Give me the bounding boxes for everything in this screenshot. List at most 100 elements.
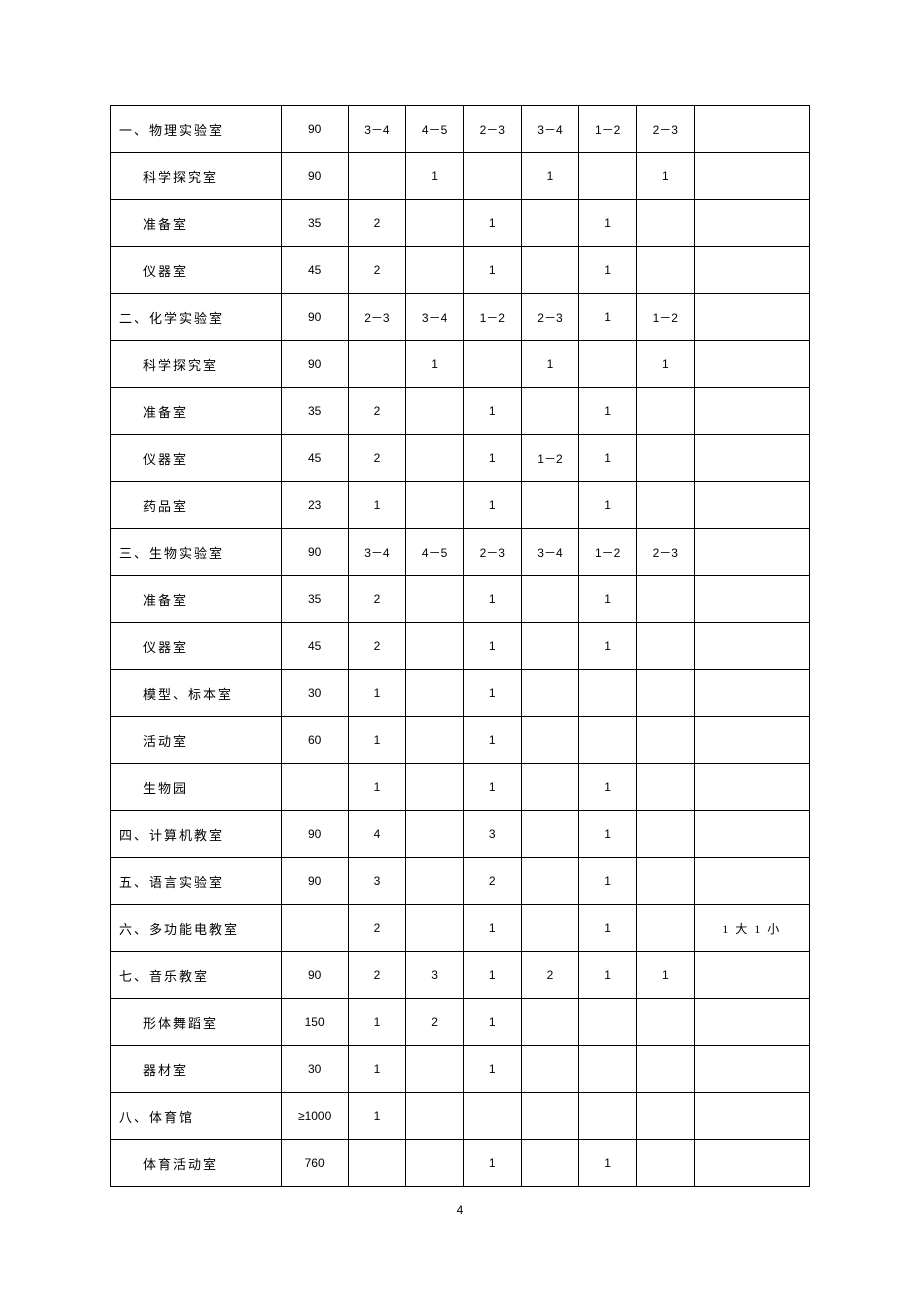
row-c4: 1 bbox=[521, 153, 579, 200]
row-c2 bbox=[406, 388, 464, 435]
row-c4 bbox=[521, 1046, 579, 1093]
row-label: 四、计算机教室 bbox=[111, 811, 282, 858]
row-c5: 1 bbox=[579, 388, 637, 435]
row-area bbox=[281, 764, 348, 811]
row-c6: 2－3 bbox=[636, 106, 694, 153]
table-row: 生物园111 bbox=[111, 764, 810, 811]
row-c3: 1 bbox=[463, 200, 521, 247]
row-c6 bbox=[636, 576, 694, 623]
row-c1 bbox=[348, 341, 406, 388]
row-area: 90 bbox=[281, 153, 348, 200]
row-label: 三、生物实验室 bbox=[111, 529, 282, 576]
row-c2 bbox=[406, 858, 464, 905]
row-c4: 1 bbox=[521, 341, 579, 388]
row-c2 bbox=[406, 764, 464, 811]
row-c4: 3－4 bbox=[521, 529, 579, 576]
row-c2 bbox=[406, 1093, 464, 1140]
row-area: 23 bbox=[281, 482, 348, 529]
row-c2 bbox=[406, 811, 464, 858]
row-c5: 1 bbox=[579, 200, 637, 247]
row-c2: 2 bbox=[406, 999, 464, 1046]
row-c6 bbox=[636, 670, 694, 717]
row-c3: 1 bbox=[463, 482, 521, 529]
row-c2 bbox=[406, 1046, 464, 1093]
row-c4 bbox=[521, 1140, 579, 1187]
row-notes bbox=[694, 1046, 809, 1093]
row-notes bbox=[694, 482, 809, 529]
facilities-table: 一、物理实验室903－44－52－33－41－22－3 科学探究室90111 准… bbox=[110, 105, 810, 1187]
row-area: 760 bbox=[281, 1140, 348, 1187]
row-c1: 1 bbox=[348, 1093, 406, 1140]
row-area: 45 bbox=[281, 623, 348, 670]
row-c5 bbox=[579, 1046, 637, 1093]
row-notes bbox=[694, 341, 809, 388]
row-notes bbox=[694, 1140, 809, 1187]
row-area: 90 bbox=[281, 858, 348, 905]
row-c1: 1 bbox=[348, 764, 406, 811]
row-c6 bbox=[636, 999, 694, 1046]
row-c4 bbox=[521, 999, 579, 1046]
table-row: 科学探究室90111 bbox=[111, 153, 810, 200]
row-c3: 1 bbox=[463, 952, 521, 999]
row-c4 bbox=[521, 200, 579, 247]
row-c6 bbox=[636, 1093, 694, 1140]
row-c4 bbox=[521, 764, 579, 811]
table-row: 准备室35211 bbox=[111, 388, 810, 435]
row-c3: 1 bbox=[463, 623, 521, 670]
table-row: 四、计算机教室90431 bbox=[111, 811, 810, 858]
row-c1: 2 bbox=[348, 247, 406, 294]
row-c3: 1 bbox=[463, 764, 521, 811]
row-c2 bbox=[406, 670, 464, 717]
row-c3 bbox=[463, 341, 521, 388]
row-notes bbox=[694, 1093, 809, 1140]
row-c5 bbox=[579, 670, 637, 717]
row-c4 bbox=[521, 811, 579, 858]
row-c6 bbox=[636, 717, 694, 764]
row-c2: 3－4 bbox=[406, 294, 464, 341]
row-notes bbox=[694, 858, 809, 905]
row-c4 bbox=[521, 576, 579, 623]
row-label: 活动室 bbox=[111, 717, 282, 764]
row-c4 bbox=[521, 482, 579, 529]
row-c3: 1 bbox=[463, 247, 521, 294]
row-notes bbox=[694, 576, 809, 623]
row-c1: 2 bbox=[348, 435, 406, 482]
row-c4: 2 bbox=[521, 952, 579, 999]
row-label: 一、物理实验室 bbox=[111, 106, 282, 153]
row-c1: 2 bbox=[348, 576, 406, 623]
row-c5: 1 bbox=[579, 858, 637, 905]
row-c4: 3－4 bbox=[521, 106, 579, 153]
row-label: 仪器室 bbox=[111, 435, 282, 482]
row-c3 bbox=[463, 153, 521, 200]
row-c2 bbox=[406, 1140, 464, 1187]
row-c2 bbox=[406, 247, 464, 294]
row-area: 60 bbox=[281, 717, 348, 764]
row-c1: 1 bbox=[348, 482, 406, 529]
row-c3: 3 bbox=[463, 811, 521, 858]
row-c3: 2－3 bbox=[463, 529, 521, 576]
table-row: 仪器室45211－21 bbox=[111, 435, 810, 482]
row-c2 bbox=[406, 482, 464, 529]
row-c5: 1 bbox=[579, 811, 637, 858]
row-c4: 2－3 bbox=[521, 294, 579, 341]
row-notes bbox=[694, 529, 809, 576]
row-c1: 3－4 bbox=[348, 106, 406, 153]
row-notes bbox=[694, 717, 809, 764]
row-c3: 1 bbox=[463, 905, 521, 952]
row-c4 bbox=[521, 623, 579, 670]
row-label: 体育活动室 bbox=[111, 1140, 282, 1187]
row-area: 90 bbox=[281, 952, 348, 999]
row-c6 bbox=[636, 247, 694, 294]
row-c4 bbox=[521, 670, 579, 717]
row-c1: 1 bbox=[348, 999, 406, 1046]
row-c6: 1 bbox=[636, 341, 694, 388]
row-c2: 4－5 bbox=[406, 106, 464, 153]
table-row: 药品室23111 bbox=[111, 482, 810, 529]
page-number: 4 bbox=[0, 1203, 920, 1217]
row-c3: 1－2 bbox=[463, 294, 521, 341]
row-label: 二、化学实验室 bbox=[111, 294, 282, 341]
row-c5: 1－2 bbox=[579, 106, 637, 153]
row-label: 八、体育馆 bbox=[111, 1093, 282, 1140]
row-label: 器材室 bbox=[111, 1046, 282, 1093]
row-notes bbox=[694, 811, 809, 858]
